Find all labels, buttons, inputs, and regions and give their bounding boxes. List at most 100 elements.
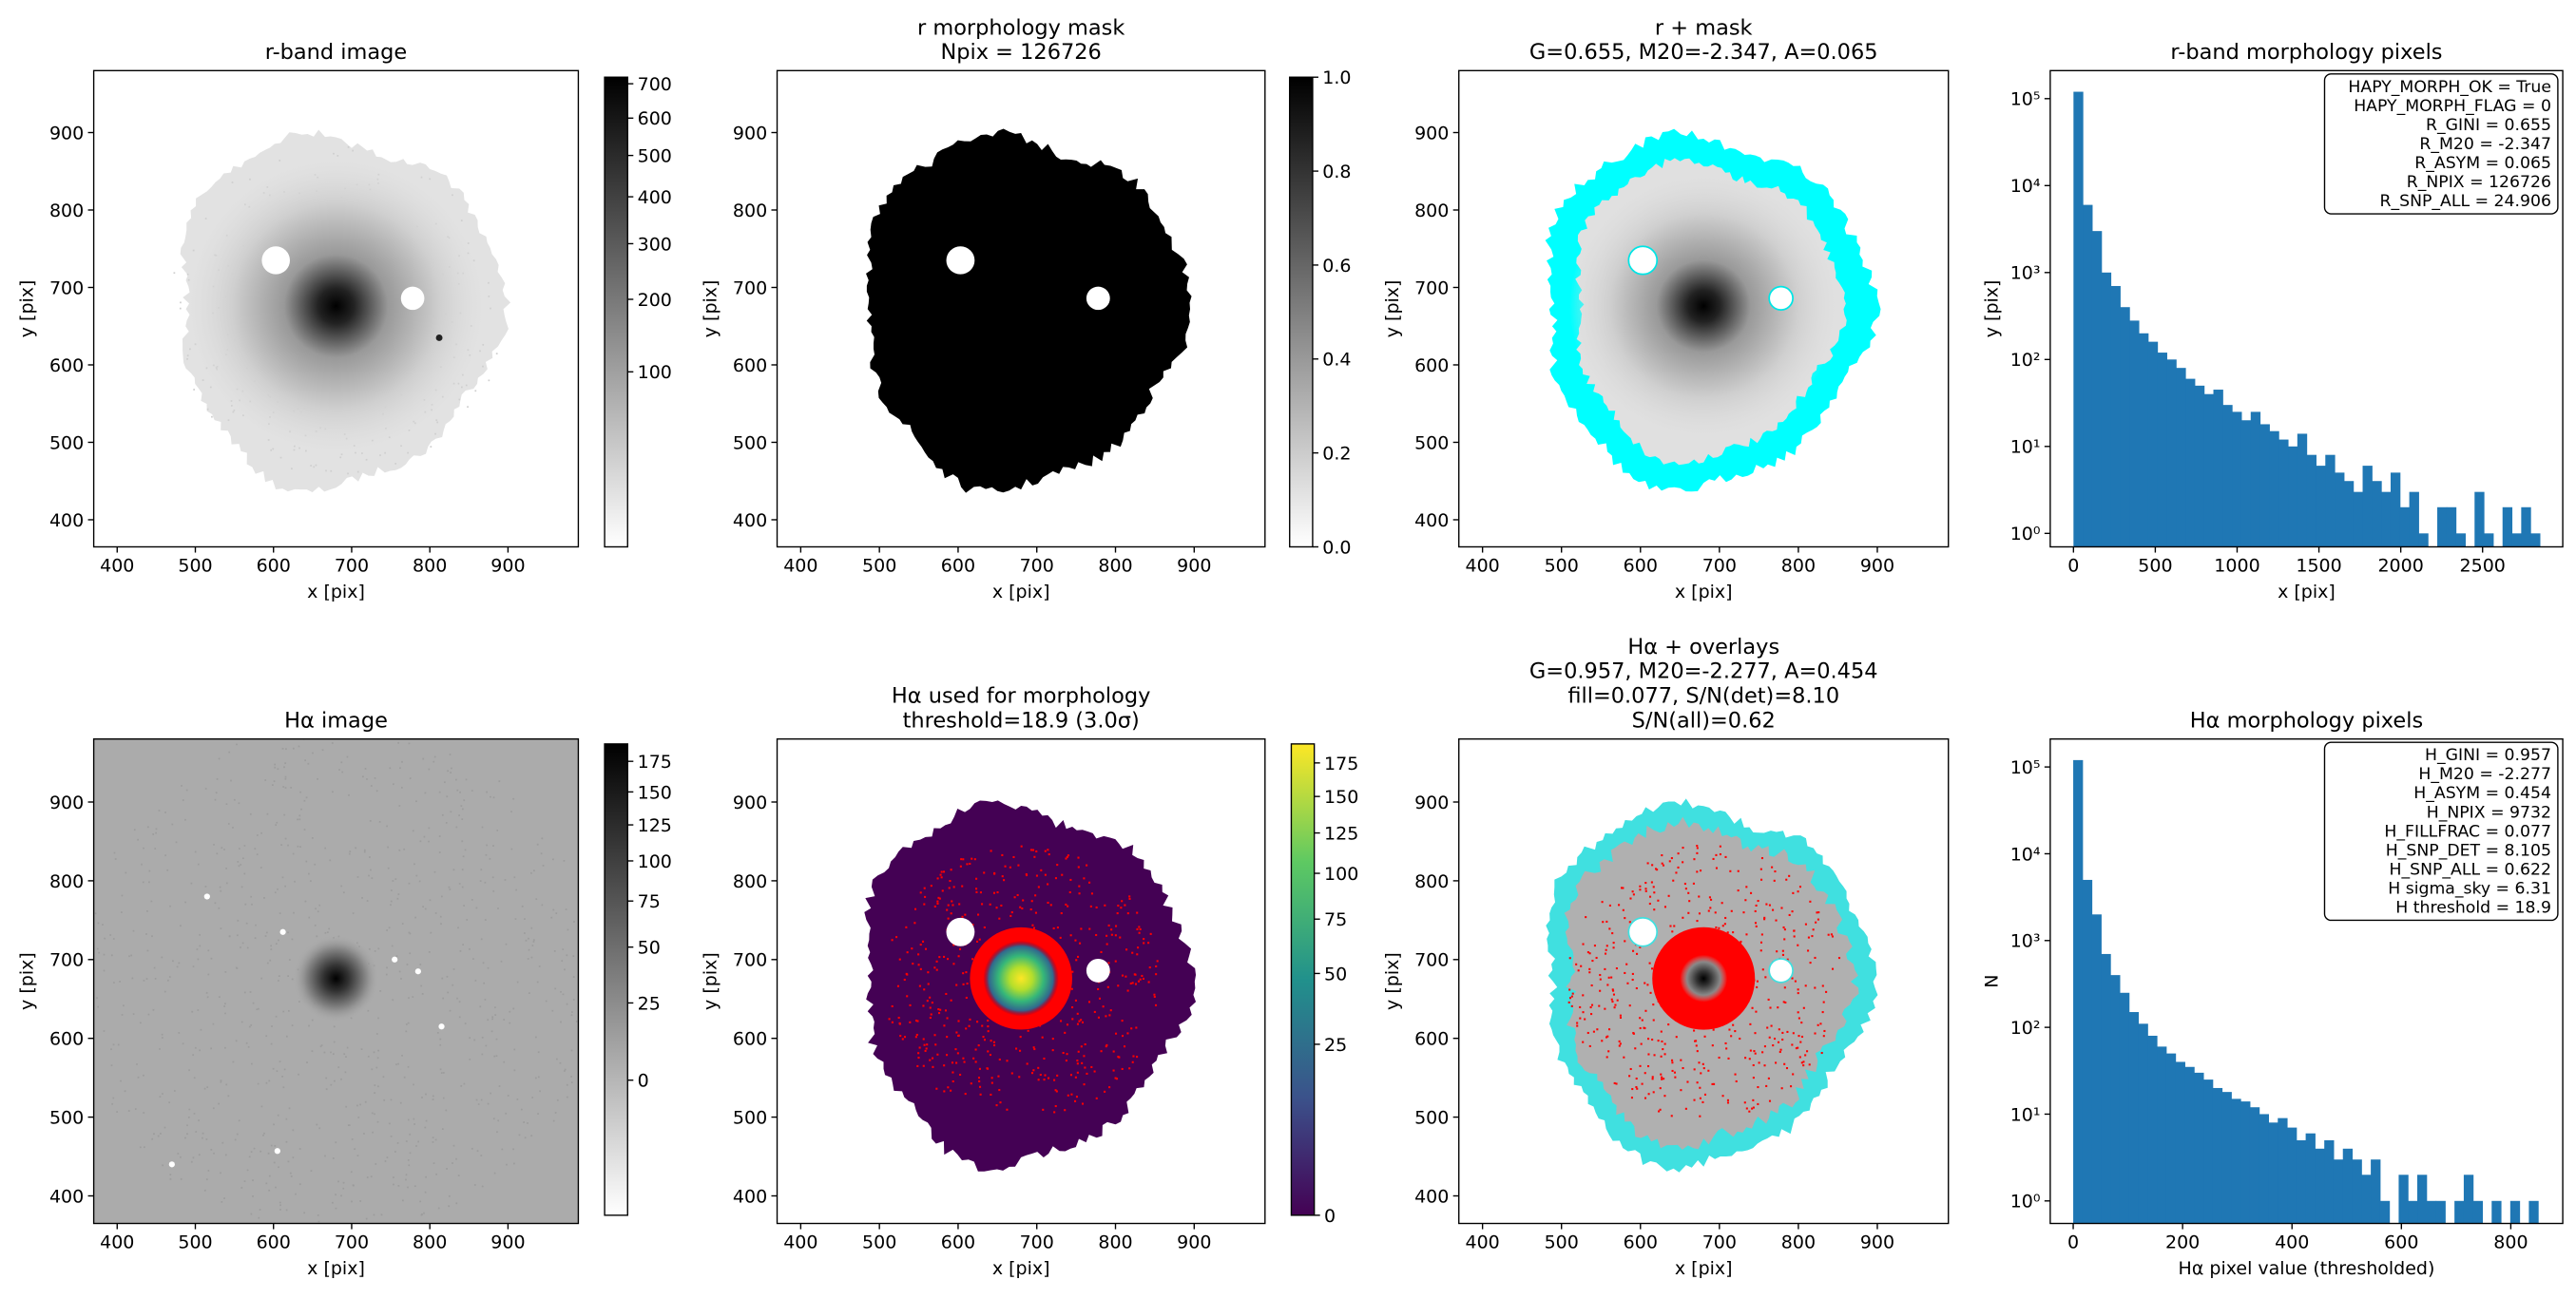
speck [972,1057,975,1060]
speck [1639,885,1642,888]
speck [1644,889,1647,892]
bar [2316,466,2326,547]
galaxy-core [1569,174,1838,438]
speck [1105,934,1108,937]
speck [182,1042,184,1045]
bar [2417,1175,2428,1224]
speck [891,939,894,942]
speck [1760,933,1763,936]
speck [330,1051,332,1054]
y-tick-label: 10⁰ [2010,524,2041,544]
speck [1639,1026,1642,1030]
speck [1618,1040,1621,1042]
colorbar-tick-label: 1.0 [1322,67,1351,88]
speck [408,997,410,1000]
bar [2305,1133,2316,1224]
speck [378,821,381,823]
speck [1795,1047,1797,1050]
speck [247,1045,250,1048]
speck [112,938,115,940]
speck [1048,853,1050,856]
speck [941,889,944,892]
speck [280,844,283,846]
speck [1728,1028,1731,1031]
colorbar-tick-label: 175 [638,752,672,773]
bar [2362,466,2373,547]
speck [1065,903,1067,906]
speck [332,791,334,793]
speck [291,978,294,981]
bar [2147,1035,2158,1224]
speck [952,1071,954,1074]
y-axis-label: y [pix] [17,280,38,338]
speck [1732,1023,1735,1026]
annotation-line: R_ASYM = 0.065 [2414,154,2551,173]
speck [1651,1076,1654,1079]
speck [348,852,351,855]
speck [400,445,402,448]
speck [169,905,171,907]
speck [405,1174,408,1176]
masked-star [946,917,975,946]
x-tick-label: 800 [2493,1232,2528,1252]
speck [1052,926,1055,929]
speck [455,1157,457,1160]
speck [238,865,240,868]
speck [923,1043,926,1046]
speck [347,472,349,475]
speck [481,1185,484,1188]
y-tick-label: 900 [49,793,84,813]
speck [366,778,368,780]
speck [1044,850,1047,852]
speck [150,900,153,903]
speck [1132,1055,1135,1058]
speck [300,808,302,811]
speck [425,1093,427,1096]
speck [1125,975,1127,978]
speck [270,945,272,947]
speck [1749,1049,1752,1052]
colorbar-tick-label: 150 [1324,787,1358,808]
speck [977,1044,980,1047]
speck [438,835,441,837]
y-tick-label: 500 [733,1108,767,1129]
speck [143,1112,145,1114]
bar [2287,1127,2297,1224]
speck [1590,1003,1594,1006]
speck [1781,1031,1784,1034]
speck [284,777,287,780]
panel-title: r + mask [1655,15,1753,40]
speck [1080,1045,1083,1048]
y-tick-label: 500 [49,1108,84,1129]
speck [240,1187,243,1189]
speck [1644,982,1646,984]
speck [510,811,512,813]
speck [1721,1095,1724,1098]
speck [560,990,562,993]
speck [898,1022,901,1025]
bar [2474,491,2485,547]
x-axis-label: x [pix] [307,582,365,602]
speck [1128,897,1131,900]
speck [379,989,382,992]
speck [1104,904,1106,907]
speck [188,1069,190,1072]
speck [363,850,366,853]
speck [238,1119,240,1122]
speck [981,1024,984,1027]
speck [1088,927,1091,930]
speck [923,887,926,889]
speck [570,1081,573,1083]
speck [538,965,541,967]
speck [488,379,490,382]
speck [970,1082,972,1085]
speck [506,1163,508,1166]
speck [231,181,234,183]
speck [337,1066,340,1069]
speck [227,1095,230,1098]
x-tick-label: 700 [1702,555,1737,576]
speck [1807,949,1810,952]
speck [955,1031,958,1034]
speck [121,1014,124,1016]
